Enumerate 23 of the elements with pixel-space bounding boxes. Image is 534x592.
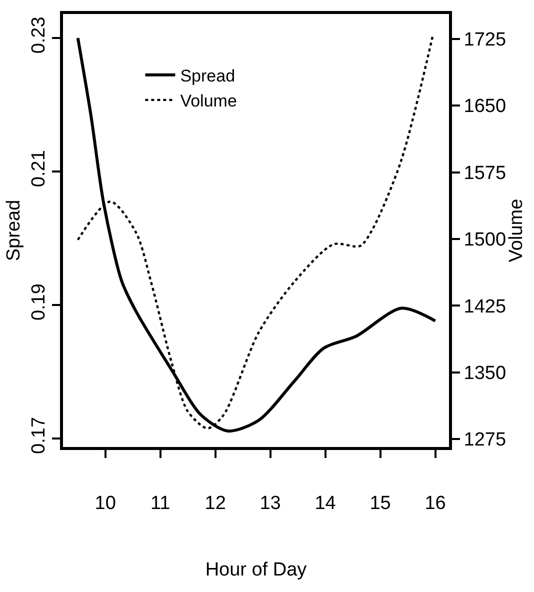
y2-tick-label: 1275 [464, 430, 506, 451]
legend-label: Spread [180, 66, 236, 86]
y2-tick-label: 1725 [464, 30, 506, 51]
x-tick-label: 13 [260, 492, 281, 514]
x-tick-label: 12 [204, 492, 226, 514]
x-tick-label: 16 [424, 492, 446, 514]
y-tick-label: 0.17 [28, 416, 50, 454]
legend-label: Volume [180, 92, 237, 111]
y-axis-title: Spread [3, 200, 24, 262]
y-tick-label: 0.23 [28, 16, 50, 54]
y2-tick-label: 1575 [464, 162, 506, 184]
y2-axis-title: Volume [506, 198, 528, 262]
y-tick-label: 0.19 [28, 284, 50, 321]
x-tick-label: 10 [94, 492, 116, 514]
y2-tick-label: 1500 [464, 230, 506, 251]
x-tick-label: 14 [314, 492, 336, 514]
y2-tick-label: 1650 [464, 96, 506, 118]
x-axis-title: Hour of Day [205, 560, 308, 581]
x-tick-label: 15 [370, 492, 391, 514]
y2-tick-label: 1425 [464, 296, 506, 318]
x-tick-label: 11 [150, 492, 170, 514]
y2-tick-label: 1350 [464, 362, 506, 384]
y-tick-label: 0.21 [28, 150, 50, 188]
